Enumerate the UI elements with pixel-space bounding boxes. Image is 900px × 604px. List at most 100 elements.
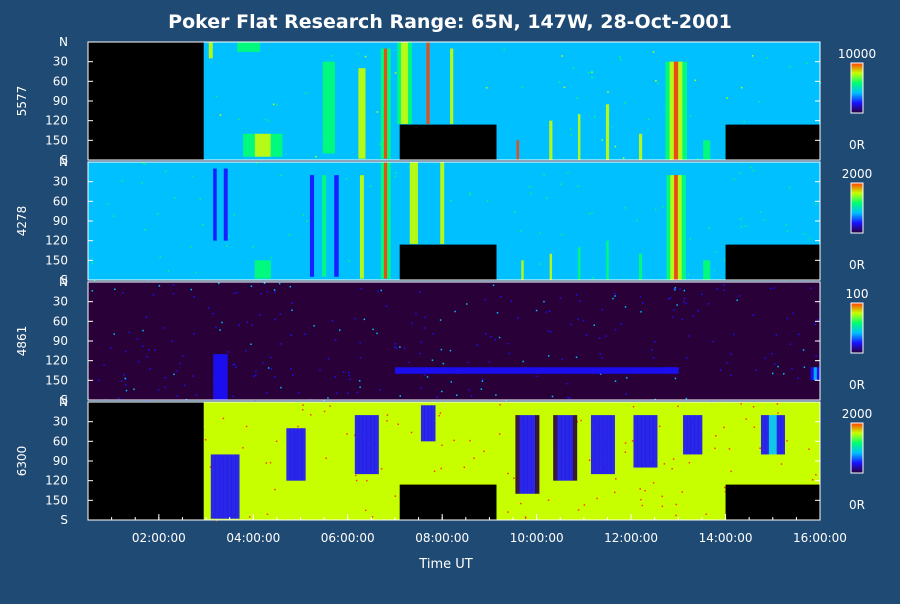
- y-tick-label: 60: [53, 74, 68, 88]
- noise-point: [570, 133, 573, 136]
- noise-point: [351, 317, 354, 320]
- noise-point: [733, 333, 735, 336]
- emission-feature: [677, 175, 683, 280]
- y-tick-label: S: [60, 393, 68, 407]
- noise-point: [172, 292, 175, 295]
- emission-feature: [540, 367, 545, 374]
- noise-point: [397, 351, 400, 353]
- noise-point: [357, 52, 360, 55]
- noise-point: [771, 372, 774, 375]
- emission-feature: [694, 415, 699, 455]
- noise-point: [419, 397, 421, 400]
- noise-point: [291, 309, 293, 311]
- emission-feature: [380, 48, 385, 159]
- emission-feature: [546, 120, 550, 160]
- noise-point: [671, 316, 674, 318]
- noise-point: [676, 304, 678, 306]
- noise-point: [150, 224, 153, 226]
- emission-feature: [577, 247, 581, 280]
- noise-point: [366, 479, 368, 482]
- emission-feature: [473, 367, 479, 374]
- noise-point: [759, 447, 761, 449]
- noise-point: [349, 378, 351, 381]
- x-tick-label: 16:00:00: [793, 531, 847, 545]
- noise-point: [263, 282, 266, 285]
- noise-point: [558, 81, 561, 83]
- noise-point: [395, 171, 397, 174]
- noise-point: [426, 376, 429, 378]
- noise-point: [309, 323, 311, 326]
- noise-point: [615, 478, 617, 480]
- noise-point: [481, 378, 484, 381]
- noise-point: [786, 230, 789, 233]
- noise-point: [494, 282, 496, 285]
- noise-point: [88, 253, 91, 255]
- noise-point: [711, 133, 713, 136]
- emission-feature: [226, 454, 232, 519]
- noise-point: [165, 293, 168, 295]
- emission-feature: [642, 253, 646, 280]
- noise-point: [235, 366, 237, 368]
- x-tick-label: 10:00:00: [510, 531, 564, 545]
- noise-point: [698, 203, 700, 206]
- noise-point: [790, 162, 793, 165]
- noise-point: [563, 86, 566, 89]
- noise-point: [726, 362, 728, 364]
- noise-point: [751, 55, 754, 57]
- emission-feature: [244, 42, 249, 52]
- emission-feature: [637, 415, 642, 468]
- noise-point: [174, 197, 176, 199]
- noise-point: [290, 334, 293, 336]
- noise-point: [431, 450, 433, 453]
- emission-feature: [568, 367, 573, 374]
- noise-point: [814, 323, 816, 325]
- noise-point: [304, 333, 306, 336]
- noise-point: [743, 162, 745, 164]
- emission-feature: [233, 42, 238, 52]
- noise-point: [215, 326, 217, 328]
- y-tick-label: 120: [45, 234, 68, 248]
- noise-point: [707, 303, 710, 305]
- noise-point: [450, 351, 453, 354]
- emission-feature: [469, 367, 475, 374]
- emission-feature: [645, 415, 650, 468]
- noise-point: [193, 295, 195, 298]
- noise-point: [380, 468, 383, 470]
- noise-point: [289, 285, 292, 288]
- noise-point: [745, 418, 747, 420]
- emission-feature: [611, 367, 616, 374]
- noise-point: [624, 207, 626, 209]
- noise-point: [517, 317, 520, 319]
- noise-point: [492, 284, 495, 287]
- noise-point: [195, 393, 198, 396]
- noise-point: [547, 355, 550, 357]
- emission-feature: [535, 415, 540, 494]
- noise-point: [652, 322, 655, 325]
- noise-point: [514, 167, 516, 170]
- emission-feature: [222, 454, 228, 519]
- noise-point: [305, 92, 307, 94]
- noise-point: [415, 313, 417, 315]
- emission-feature: [394, 367, 400, 374]
- emission-feature: [654, 367, 660, 374]
- emission-feature: [252, 42, 257, 52]
- noise-point: [533, 388, 535, 391]
- noise-point: [614, 380, 617, 382]
- emission-feature: [683, 415, 688, 455]
- noise-point: [290, 368, 292, 370]
- noise-point: [376, 332, 378, 335]
- noise-point: [377, 290, 379, 293]
- emission-feature: [436, 162, 441, 244]
- noise-point: [274, 376, 276, 378]
- noise-point: [519, 502, 522, 505]
- noise-point: [207, 182, 209, 185]
- noise-point: [467, 361, 470, 364]
- emission-feature: [334, 61, 340, 154]
- y-tick-label: N: [59, 155, 68, 169]
- emission-feature: [263, 42, 268, 52]
- noise-point: [539, 232, 541, 235]
- noise-point: [597, 168, 600, 170]
- noise-point: [652, 51, 655, 53]
- noise-point: [588, 213, 590, 215]
- noise-point: [567, 191, 570, 194]
